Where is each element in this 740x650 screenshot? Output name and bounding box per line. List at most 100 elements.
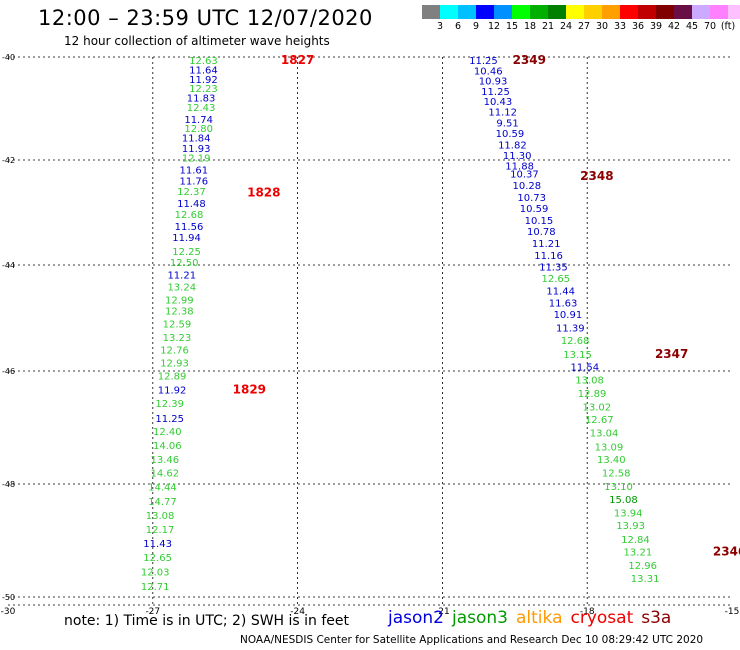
legend-swatches: [422, 5, 740, 19]
swh-value: 11.48: [177, 199, 206, 210]
time-label: 2347: [655, 347, 688, 361]
legend-swatch: [620, 5, 638, 19]
footer-credit: NOAA/NESDIS Center for Satellite Applica…: [240, 634, 704, 646]
swh-value: 11.94: [172, 233, 201, 244]
swh-value: 11.30: [503, 151, 532, 162]
swh-value: 12.03: [141, 568, 170, 579]
swh-value: 10.15: [525, 216, 554, 227]
lon-tick-label: -24: [290, 607, 305, 617]
swh-value: 11.21: [532, 239, 561, 250]
swh-value: 11.92: [189, 75, 218, 86]
lat-tick-label: -40: [2, 53, 15, 62]
swh-value: 14.77: [148, 497, 177, 508]
legend-swatch: [692, 5, 710, 19]
legend-swatch: [458, 5, 476, 19]
swh-value: 11.93: [182, 144, 211, 155]
swh-value: 12.68: [561, 336, 590, 347]
swh-value: 12.89: [578, 389, 607, 400]
legend-swatch: [602, 5, 620, 19]
swh-value: 12.25: [172, 247, 201, 258]
swh-value: 14.62: [151, 468, 180, 479]
satellite-label-jason2: jason2: [388, 608, 444, 628]
swh-value: 12.93: [160, 359, 189, 370]
legend-label: 42: [667, 21, 681, 32]
swh-value: 15.08: [609, 495, 638, 506]
swh-value: 13.40: [597, 455, 626, 466]
swh-value: 11.82: [498, 140, 527, 151]
swh-value: 13.94: [614, 509, 643, 520]
lat-tick-label: -50: [2, 593, 15, 602]
swh-value: 10.59: [496, 129, 525, 140]
lat-tick-label: -44: [2, 261, 15, 270]
swh-value: 11.44: [546, 286, 575, 297]
lon-tick-label: -15: [725, 607, 740, 617]
legend-label: 39: [649, 21, 663, 32]
legend-swatch: [512, 5, 530, 19]
swh-value: 13.09: [595, 442, 624, 453]
swh-value: 13.04: [590, 429, 619, 440]
swh-value: 13.24: [167, 282, 196, 293]
swh-value: 11.21: [167, 270, 196, 281]
swh-value: 11.16: [534, 251, 563, 262]
lat-tick-label: -42: [2, 156, 15, 165]
swh-value: 11.56: [175, 222, 204, 233]
legend-swatch: [710, 5, 728, 19]
swh-value: 12.39: [155, 399, 184, 410]
swh-value: 12.67: [585, 415, 614, 426]
legend-label: 33: [613, 21, 627, 32]
swh-value: 11.64: [189, 65, 218, 76]
legend-label: 36: [631, 21, 645, 32]
swh-value: 11.25: [481, 87, 510, 98]
swh-value: 12.59: [163, 320, 192, 331]
lon-tick-label: -18: [580, 607, 595, 617]
footer-note: note: 1) Time is in UTC; 2) SWH is in fe…: [64, 613, 350, 629]
satellite-label-s3a: s3a: [641, 608, 672, 628]
swh-value: 10.78: [527, 227, 556, 238]
legend-swatch: [728, 5, 740, 19]
swh-value: 11.88: [505, 161, 534, 172]
swh-value: 12.58: [602, 468, 631, 479]
legend-label: 9: [472, 21, 480, 32]
swh-value: 13.08: [146, 511, 175, 522]
swh-value: 11.84: [182, 134, 211, 145]
swh-value: 12.65: [143, 553, 172, 564]
swh-value: 11.25: [155, 414, 184, 425]
swh-value: 12.99: [165, 295, 194, 306]
swh-value: 12.17: [146, 525, 175, 536]
swh-value: 13.15: [563, 350, 592, 361]
swh-value: 10.46: [474, 66, 503, 77]
swh-value: 12.23: [189, 84, 218, 95]
swh-value: 11.76: [180, 177, 209, 188]
swh-value: 12.63: [189, 56, 218, 67]
lon-tick-label: -21: [435, 607, 450, 617]
swh-value: 12.43: [187, 103, 216, 114]
satellite-legend: jason2 jason3 altika cryosat s3a: [388, 608, 679, 628]
swh-value: 10.73: [517, 193, 546, 204]
legend-label: 3: [436, 21, 444, 32]
legend-label: (ft): [720, 21, 736, 32]
swh-value: 12.68: [175, 210, 204, 221]
swh-value: 12.40: [153, 427, 182, 438]
swh-value: 11.35: [539, 262, 568, 273]
satellite-label-jason3: jason3: [452, 608, 508, 628]
swh-value: 12.37: [177, 187, 206, 198]
swh-value: 12.89: [158, 371, 187, 382]
legend-label: 27: [577, 21, 591, 32]
swh-value: 11.92: [158, 385, 187, 396]
time-label: 1829: [233, 382, 266, 396]
time-label: 2346: [713, 544, 740, 558]
swh-value: 12.96: [628, 561, 657, 572]
legend-label: 21: [541, 21, 555, 32]
legend-label: 18: [523, 21, 537, 32]
swh-value: 12.80: [184, 124, 213, 135]
swh-value: 13.08: [575, 375, 604, 386]
swh-value: 12.38: [165, 307, 194, 318]
satellite-label-cryosat: cryosat: [570, 608, 634, 628]
swh-value: 10.59: [520, 204, 549, 215]
swh-value: 10.91: [554, 310, 583, 321]
legend-label: 15: [505, 21, 519, 32]
swh-value: 12.50: [170, 258, 199, 269]
legend-swatch: [494, 5, 512, 19]
